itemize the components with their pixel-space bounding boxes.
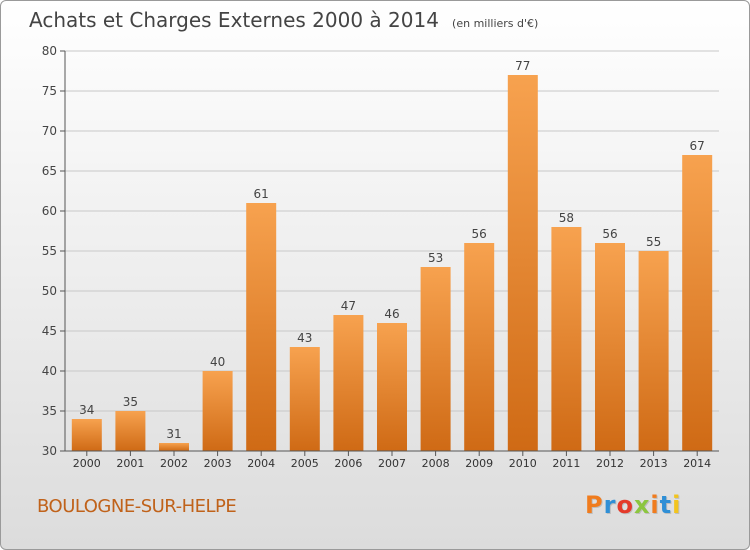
- y-tick-label: 65: [42, 164, 57, 178]
- bar-2009: [464, 243, 495, 451]
- bar-2008: [420, 267, 451, 451]
- logo-letter: i: [672, 491, 682, 519]
- x-tick-label-2011: 2011: [552, 457, 580, 470]
- x-tick-label-2014: 2014: [683, 457, 711, 470]
- x-tick-label-2007: 2007: [378, 457, 406, 470]
- x-tick-label-2001: 2001: [116, 457, 144, 470]
- value-label-2005: 43: [297, 331, 312, 345]
- y-tick-label: 75: [42, 84, 57, 98]
- bar-2010: [507, 75, 538, 451]
- y-tick-label: 35: [42, 404, 57, 418]
- x-tick-label-2009: 2009: [465, 457, 493, 470]
- x-tick-label-2002: 2002: [160, 457, 188, 470]
- x-tick-label-2006: 2006: [334, 457, 362, 470]
- logo-letter: o: [616, 491, 634, 519]
- logo-letter: x: [633, 491, 651, 519]
- chart-subtitle: (en milliers d'€): [452, 17, 539, 30]
- bar-2001: [115, 411, 146, 451]
- title-block: Achats et Charges Externes 2000 à 2014 (…: [29, 8, 538, 32]
- y-tick-label: 60: [42, 204, 57, 218]
- x-tick-label-2004: 2004: [247, 457, 275, 470]
- value-label-2004: 61: [254, 187, 269, 201]
- value-label-2012: 56: [602, 227, 617, 241]
- logo-letter: r: [603, 491, 617, 519]
- bars: [71, 75, 713, 451]
- bar-2002: [159, 443, 189, 451]
- value-label-2002: 31: [166, 427, 181, 441]
- value-label-2003: 40: [210, 355, 225, 369]
- y-tick-label: 30: [42, 444, 57, 458]
- value-label-2006: 47: [341, 299, 356, 313]
- proxiti-logo: Proxiti: [585, 491, 681, 519]
- x-tick-label-2013: 2013: [640, 457, 668, 470]
- x-tick-label-2010: 2010: [509, 457, 537, 470]
- bar-2004: [246, 203, 277, 451]
- bar-2012: [595, 243, 625, 451]
- value-label-2009: 56: [472, 227, 487, 241]
- x-tick-label-2003: 2003: [204, 457, 232, 470]
- commune-name: BOULOGNE-SUR-HELPE: [37, 496, 237, 517]
- value-label-2010: 77: [515, 59, 530, 73]
- data-labels: 34 35 31 40 61 43 47 46 53 56 77 58 56 55 67: [79, 59, 705, 441]
- bar-2005: [289, 347, 320, 451]
- bar-2000: [71, 419, 102, 451]
- logo-letter: t: [659, 491, 673, 519]
- x-tick-label-2005: 2005: [291, 457, 319, 470]
- y-tick-label: 80: [42, 44, 57, 58]
- axes: 30 35 40 45 50 55 60 65 70 75 80 2000 2001 2002 2003 20…: [42, 44, 719, 470]
- chart-title: Achats et Charges Externes 2000 à 2014: [29, 8, 439, 32]
- value-label-2014: 67: [690, 139, 705, 153]
- x-tick-label-2012: 2012: [596, 457, 624, 470]
- bar-2003: [202, 371, 233, 451]
- bar-2007: [377, 323, 407, 451]
- bar-2006: [333, 315, 364, 451]
- logo-letter: P: [585, 491, 604, 519]
- logo-letter: i: [650, 491, 660, 519]
- bar-2011: [551, 227, 582, 451]
- value-label-2011: 58: [559, 211, 574, 225]
- y-tick-label: 55: [42, 244, 57, 258]
- y-tick-label: 40: [42, 364, 57, 378]
- y-tick-label: 50: [42, 284, 57, 298]
- bar-2014: [682, 155, 713, 451]
- x-tick-label-2000: 2000: [73, 457, 101, 470]
- value-label-2013: 55: [646, 235, 661, 249]
- y-tick-label: 70: [42, 124, 57, 138]
- bar-2013: [638, 251, 669, 451]
- value-label-2001: 35: [123, 395, 138, 409]
- value-label-2008: 53: [428, 251, 443, 265]
- y-tick-label: 45: [42, 324, 57, 338]
- value-label-2007: 46: [384, 307, 399, 321]
- x-tick-label-2008: 2008: [422, 457, 450, 470]
- value-label-2000: 34: [79, 403, 94, 417]
